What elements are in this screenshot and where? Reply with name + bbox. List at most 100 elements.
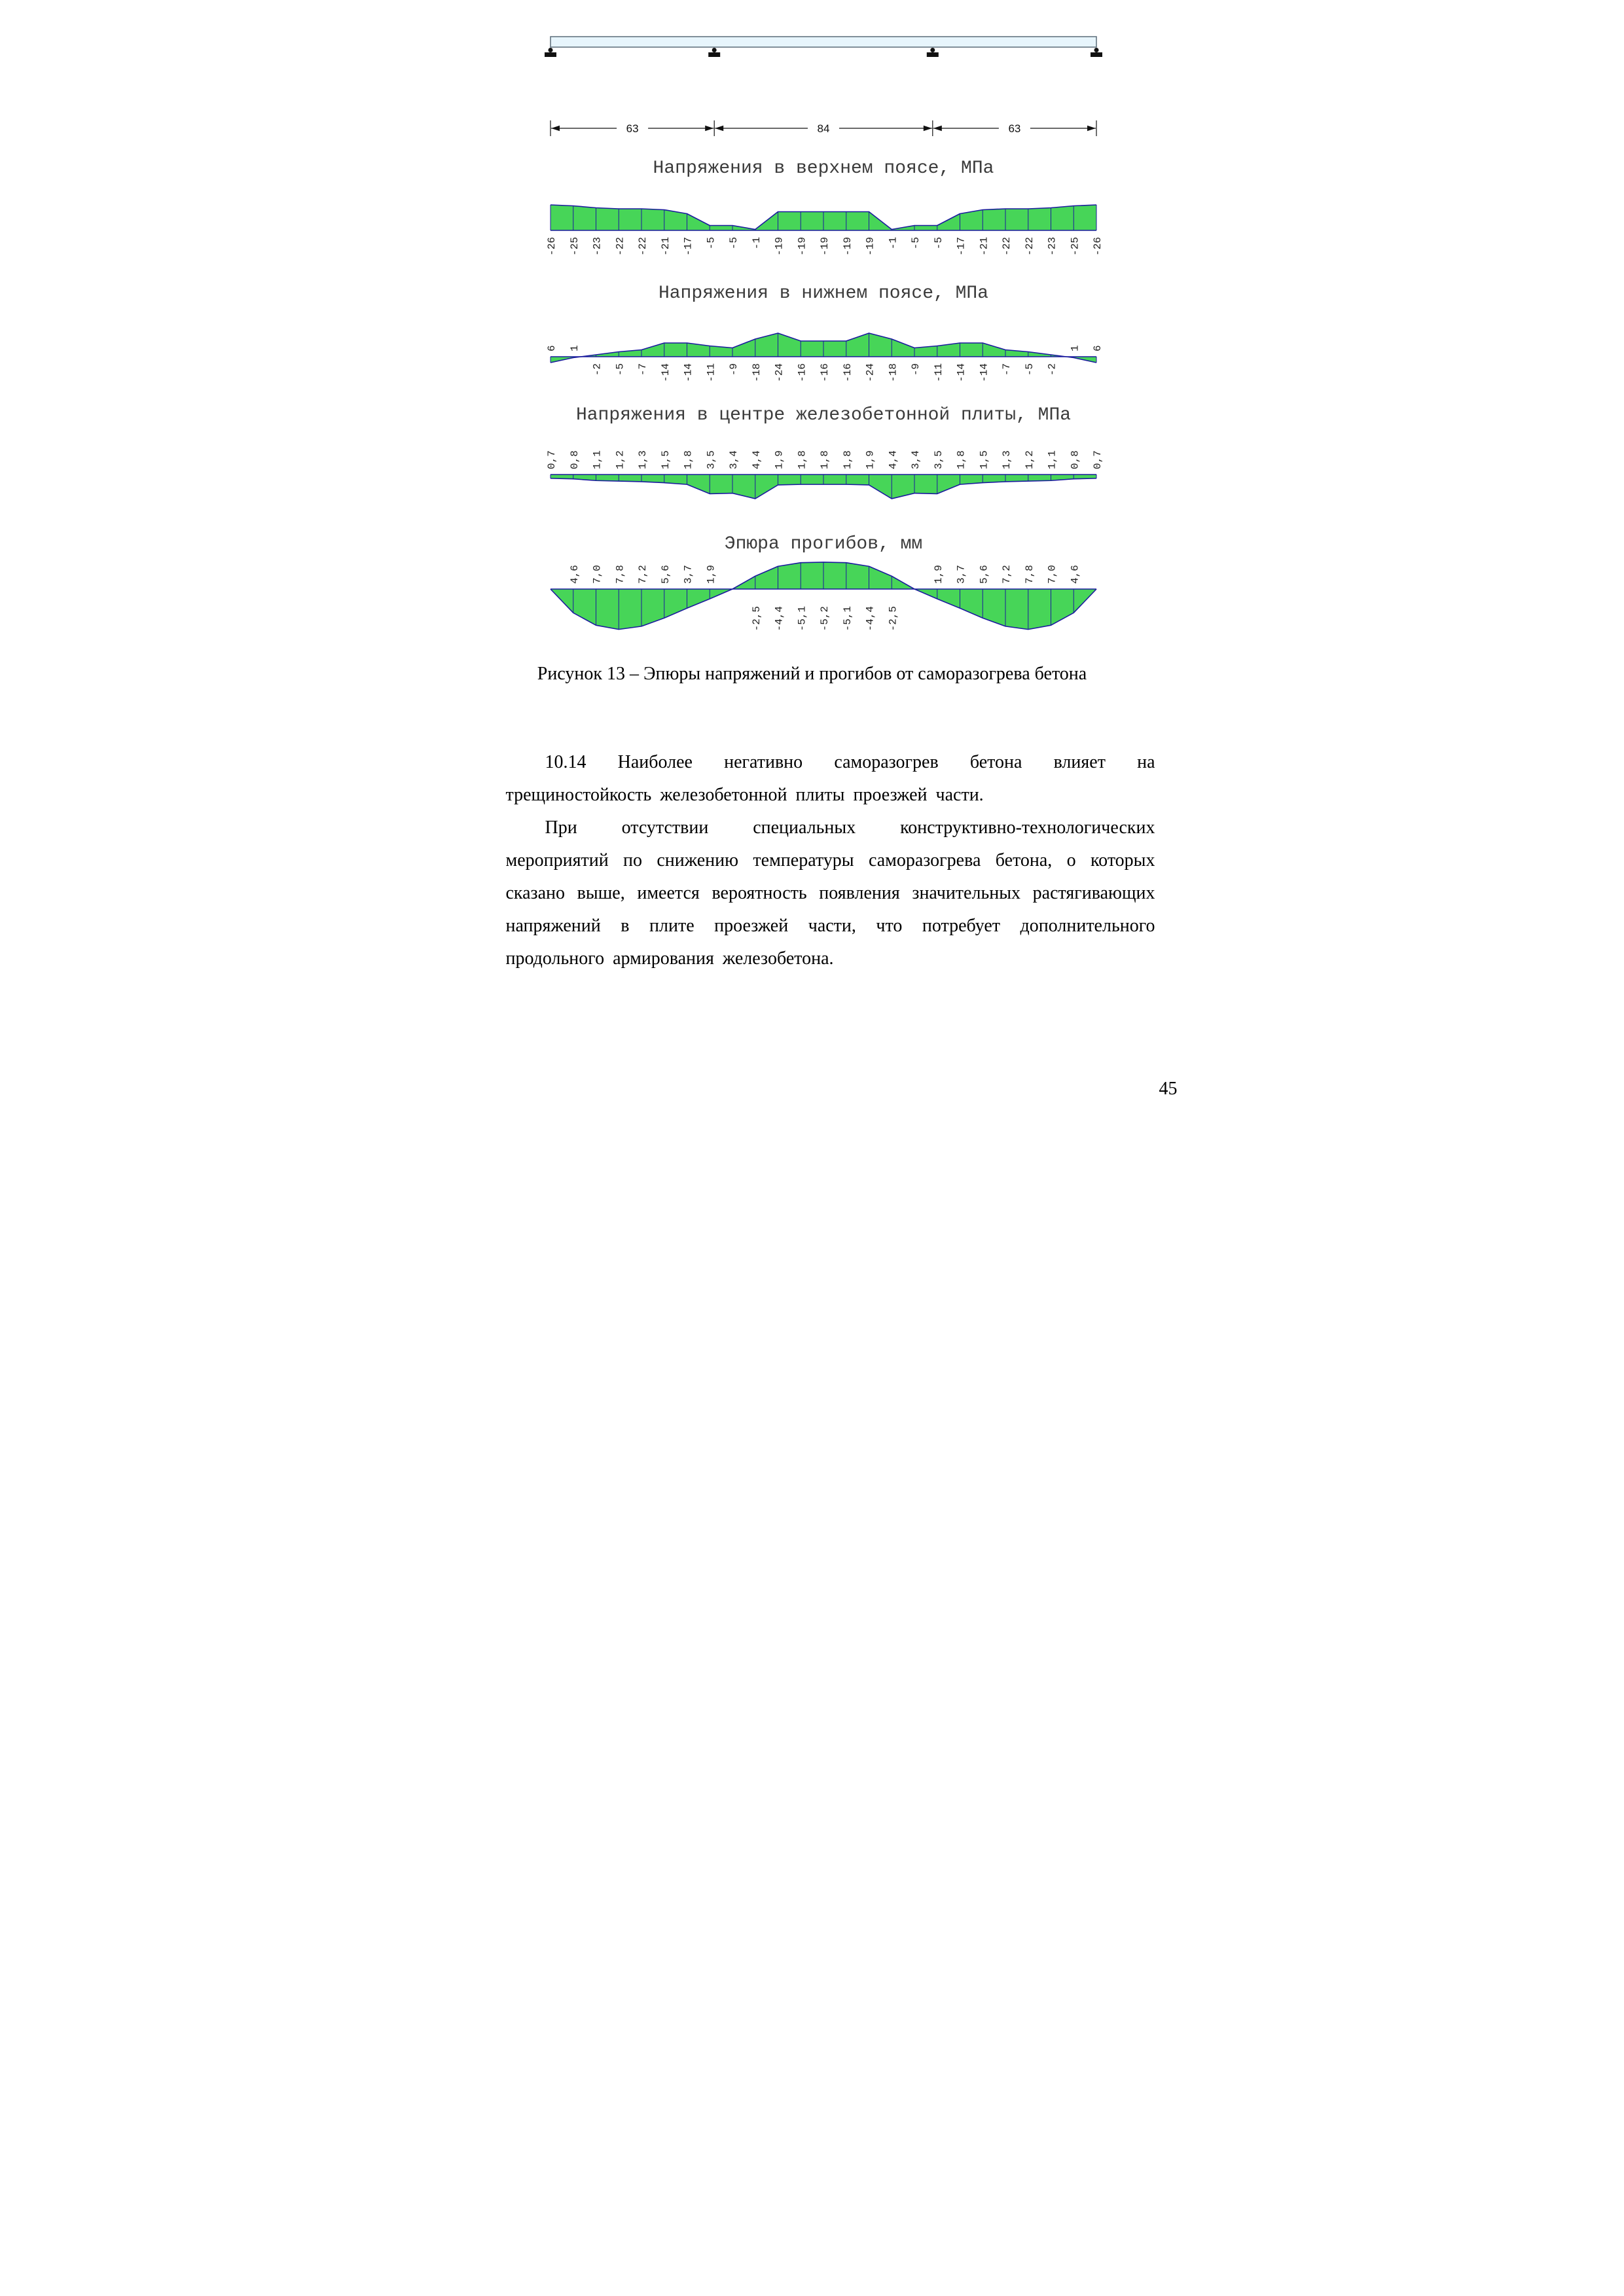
- support-pad-3: [926, 52, 939, 57]
- chart-1-title: Напряжения в верхнем поясе, МПа: [653, 158, 994, 179]
- dim-label-bg: [807, 121, 839, 135]
- chart-1-value-label: -21: [978, 237, 990, 256]
- chart-3-value-label: 0,7: [546, 450, 558, 469]
- chart-2-value-label: -18: [750, 363, 762, 382]
- chart-2-value-label: -11: [705, 363, 717, 382]
- chart-1-value-label: -17: [682, 237, 694, 256]
- chart-1-value-label: -25: [1069, 237, 1081, 256]
- span-length-label: 84: [817, 122, 829, 135]
- chart-4-value-label: 3,7: [682, 565, 694, 584]
- chart-4-value-label: 7,0: [591, 565, 603, 584]
- dim-arrow-right: [704, 125, 713, 132]
- dim-arrow-left: [550, 125, 560, 132]
- chart-2-value-label: -2: [591, 363, 603, 376]
- chart-2-value-label: -14: [659, 363, 671, 382]
- chart-3-value-label: 1,3: [637, 450, 649, 469]
- chart-3-value-label: 0,8: [568, 450, 580, 469]
- chart-1-value-label: -26: [546, 237, 558, 256]
- chart-1-value-label: -19: [864, 237, 876, 256]
- paragraph-10-14-continued: При отсутствии специальных конструктивно…: [505, 817, 1155, 969]
- chart-2-value-label: -2: [1046, 363, 1058, 376]
- chart-2-value-label: -16: [819, 363, 831, 382]
- dim-label-bg: [998, 121, 1030, 135]
- chart-3-value-label: 1,5: [978, 450, 990, 469]
- chart-2-value-label: -5: [1023, 363, 1035, 376]
- chart-4-value-label: 5,6: [659, 565, 671, 584]
- chart-1-value-label: -1: [887, 237, 899, 249]
- chart-1-value-label: -5: [705, 237, 717, 249]
- document-page: 63 84 63 Напряжения в верхнем поясе, МПа -26…: [406, 0, 1218, 1148]
- chart-4-value-label: -2,5: [887, 606, 899, 631]
- chart-3-value-label: 1,1: [591, 450, 603, 469]
- chart-4-value-label: 5,6: [978, 565, 990, 584]
- chart-2-value-label: 1: [568, 345, 580, 351]
- chart-1-value-label: -26: [1092, 237, 1104, 256]
- chart-4-value-label: 7,8: [1023, 565, 1035, 584]
- chart-3-value-label: 0,7: [1092, 450, 1104, 469]
- chart-1-value-label: -1: [750, 237, 762, 249]
- chart-1-value-label: -22: [1001, 237, 1013, 256]
- chart-2-value-label: -9: [728, 363, 740, 376]
- chart-2-title: Напряжения в нижнем поясе, МПа: [658, 283, 988, 304]
- body-text: 10.14 Наиболее негативно саморазогрев бе…: [506, 746, 1155, 975]
- chart-2-value-label: -14: [955, 363, 967, 382]
- dim-label-bg: [616, 121, 648, 135]
- chart-3-title: Напряжения в центре железобетонной плиты…: [575, 405, 1070, 425]
- chart-1-value-label: -21: [659, 237, 671, 256]
- chart-2-value-label: -18: [887, 363, 899, 382]
- support-roller-4: [1094, 48, 1098, 52]
- chart-2-value-label: -24: [864, 363, 876, 382]
- paragraph-10-14: 10.14 Наиболее негативно саморазогрев бе…: [505, 752, 1155, 805]
- page-number: 45: [1159, 1079, 1178, 1099]
- chart-1-value-label: -22: [637, 237, 649, 256]
- chart-2-value-label: -5: [614, 363, 626, 376]
- chart-1-value-label: -5: [932, 237, 944, 249]
- beam-girder: [549, 36, 1097, 48]
- chart-2-value-label: -7: [1001, 363, 1013, 376]
- chart-2-value-label: 1: [1069, 345, 1081, 351]
- support-roller-1: [548, 48, 552, 52]
- chart-1-value-label: -23: [1046, 237, 1058, 256]
- chart-3-value-label: 1,8: [841, 450, 853, 469]
- chart-3-value-label: 1,9: [773, 450, 785, 469]
- support-pad-2: [708, 52, 720, 57]
- chart-4-value-label: 7,2: [1001, 565, 1013, 584]
- chart-3-value-label: 1,2: [614, 450, 626, 469]
- chart-3-value-label: 4,4: [750, 450, 762, 469]
- chart-4-value-label: -5,1: [841, 606, 853, 631]
- chart-1-value-label: -25: [568, 237, 580, 256]
- chart-1-value-label: -19: [796, 237, 808, 256]
- chart-3-value-label: 4,4: [887, 450, 899, 469]
- chart-1-value-label: -17: [955, 237, 967, 256]
- chart-2-value-label: -16: [841, 363, 853, 382]
- chart-2-outline: [550, 332, 1096, 363]
- chart-4-value-label: -2,5: [750, 606, 762, 631]
- dim-arrow-left: [933, 125, 942, 132]
- support-pad-1: [544, 52, 556, 57]
- chart-3-value-label: 3,5: [705, 450, 717, 469]
- chart-3-value-label: 1,5: [659, 450, 671, 469]
- dim-arrow-right: [1087, 125, 1096, 132]
- chart-4-value-label: 7,2: [637, 565, 649, 584]
- chart-3-value-label: 1,8: [682, 450, 694, 469]
- chart-1-value-label: -5: [728, 237, 740, 249]
- chart-3-outline: [550, 478, 1096, 499]
- chart-4-value-label: -4,4: [864, 606, 876, 631]
- chart-1-value-label: -22: [614, 237, 626, 256]
- chart-2-value-label: 6: [1092, 345, 1104, 351]
- chart-4-value-label: -5,2: [819, 606, 831, 631]
- chart-2-value-label: -11: [932, 363, 944, 382]
- chart-1-value-label: -23: [591, 237, 603, 256]
- chart-3-value-label: 1,9: [864, 450, 876, 469]
- chart-3-value-label: 1,8: [955, 450, 967, 469]
- figure-caption: Рисунок 13 – Эпюры напряжений и прогибов…: [537, 664, 1087, 684]
- support-roller-3: [929, 48, 935, 52]
- chart-4-value-label: -4,4: [773, 606, 785, 631]
- chart-4-value-label: 1,9: [932, 565, 944, 584]
- span-length-label: 63: [1008, 122, 1020, 135]
- chart-4-title: Эпюра прогибов, мм: [724, 534, 922, 554]
- chart-3-value-label: 0,8: [1069, 450, 1081, 469]
- chart-4-value-label: 7,8: [614, 565, 626, 584]
- dim-arrow-right: [923, 125, 932, 132]
